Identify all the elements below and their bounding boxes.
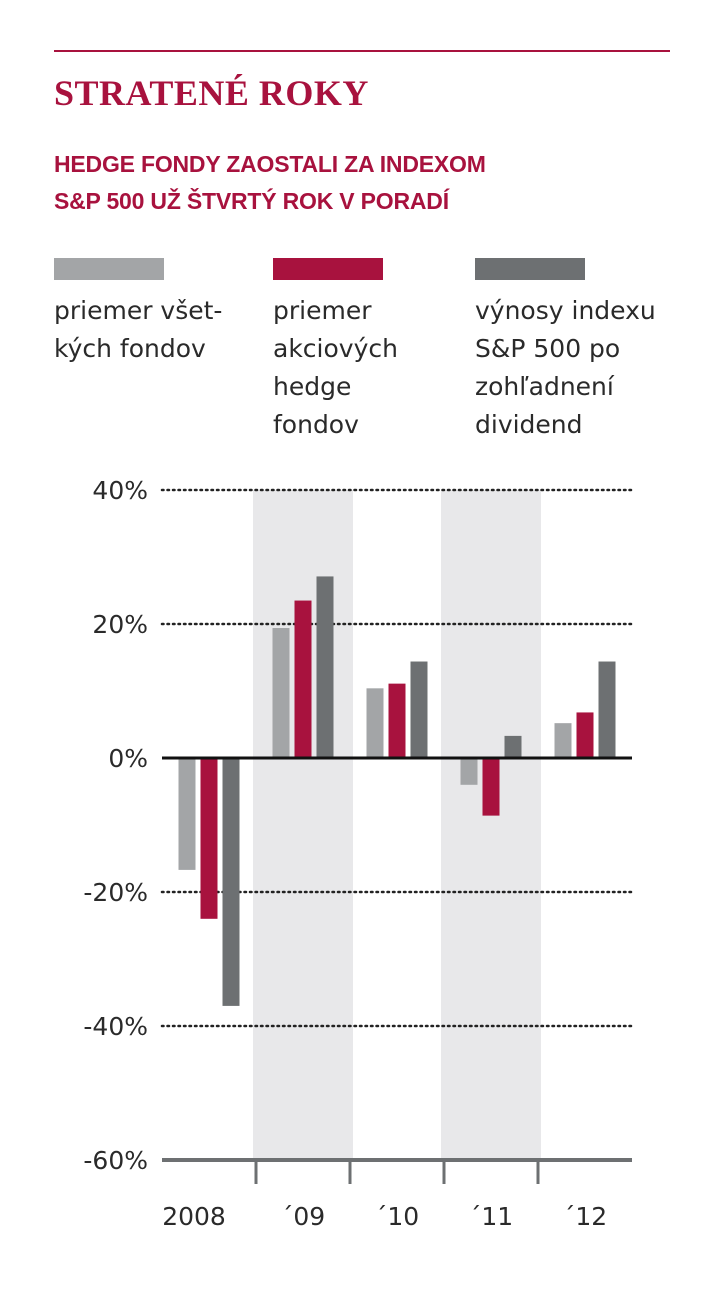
bar bbox=[554, 723, 572, 758]
legend-swatch bbox=[475, 258, 585, 280]
subtitle-line: S&P 500 UŽ ŠTVRTÝ ROK V PORADÍ bbox=[54, 188, 449, 214]
bar bbox=[598, 661, 616, 758]
legend-label-line: hedge bbox=[273, 372, 352, 401]
legend-label: výnosy indexu S&P 500 po zohľadnení divi… bbox=[475, 292, 675, 444]
legend-swatch bbox=[54, 258, 164, 280]
bar bbox=[222, 758, 240, 1006]
x-tick-label: ´09 bbox=[281, 1202, 325, 1231]
x-tick-label: ´10 bbox=[375, 1202, 419, 1231]
top-rule bbox=[54, 50, 670, 52]
bar bbox=[576, 712, 594, 758]
bar bbox=[366, 688, 384, 758]
legend-item-all-funds: priemer všet- kých fondov bbox=[54, 258, 254, 368]
subtitle-line: HEDGE FONDY ZAOSTALI ZA INDEXOM bbox=[54, 151, 486, 177]
bar bbox=[388, 683, 406, 758]
legend-swatch bbox=[273, 258, 383, 280]
bar bbox=[294, 600, 312, 758]
bar bbox=[482, 758, 500, 816]
legend-item-sp500: výnosy indexu S&P 500 po zohľadnení divi… bbox=[475, 258, 675, 444]
y-tick-label: -60% bbox=[83, 1146, 148, 1175]
x-tick-label: 2008 bbox=[162, 1202, 226, 1231]
chart-subtitle: HEDGE FONDY ZAOSTALI ZA INDEXOM S&P 500 … bbox=[54, 146, 674, 220]
bar-chart: 40% 20% 0% -20% -40% -60% 2008 ´09 ´10 ´11 ´12 bbox=[83, 476, 634, 1231]
bar bbox=[410, 661, 428, 758]
legend-label-line: dividend bbox=[475, 410, 583, 439]
y-tick-label: -40% bbox=[83, 1012, 148, 1041]
x-tick-label: ´12 bbox=[563, 1202, 607, 1231]
legend-label-line: priemer bbox=[273, 296, 372, 325]
bar bbox=[272, 628, 290, 758]
legend-label: priemer akciových hedge fondov bbox=[273, 292, 473, 444]
legend-label-line: výnosy indexu bbox=[475, 296, 656, 325]
legend-label-line: S&P 500 po bbox=[475, 334, 621, 363]
shaded-year-band bbox=[253, 490, 353, 1160]
legend-label: priemer všet- kých fondov bbox=[54, 292, 254, 368]
y-tick-label: 0% bbox=[108, 744, 148, 773]
bar bbox=[460, 758, 478, 785]
y-tick-label: -20% bbox=[83, 878, 148, 907]
shaded-year-band bbox=[441, 490, 541, 1160]
legend-item-equity-hedge-funds: priemer akciových hedge fondov bbox=[273, 258, 473, 444]
bar bbox=[178, 758, 196, 870]
bar bbox=[316, 576, 334, 758]
legend-label-line: akciových bbox=[273, 334, 398, 363]
legend-label-line: priemer všet- bbox=[54, 296, 223, 325]
legend-label-line: kých fondov bbox=[54, 334, 206, 363]
legend-label-line: zohľadnení bbox=[475, 372, 614, 401]
y-tick-label: 20% bbox=[92, 610, 148, 639]
x-tick-label: ´11 bbox=[469, 1202, 513, 1231]
y-tick-label: 40% bbox=[92, 476, 148, 505]
chart-title: STRATENÉ ROKY bbox=[54, 73, 369, 113]
bar bbox=[200, 758, 218, 919]
legend-label-line: fondov bbox=[273, 410, 359, 439]
bar bbox=[504, 735, 522, 758]
